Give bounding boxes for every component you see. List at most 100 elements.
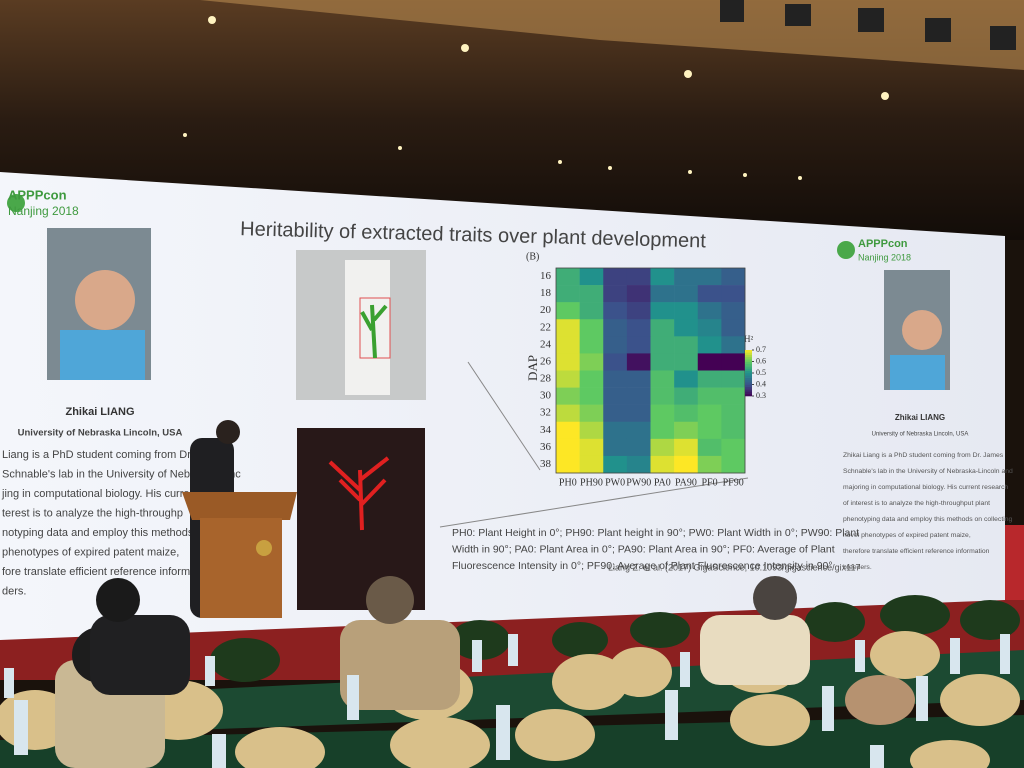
colorbar-segment — [745, 368, 752, 371]
heatmap-cell — [579, 353, 604, 371]
heatmap-cell — [721, 353, 746, 371]
heatmap-cell — [556, 319, 580, 337]
heatmap-cell — [697, 438, 722, 457]
plant-photo-chamber — [345, 260, 390, 395]
heatmap-cell — [556, 455, 580, 474]
colorbar-segment — [745, 352, 752, 355]
column-label: PF90 — [723, 477, 744, 488]
heatmap-cell — [556, 285, 580, 303]
heatmap-cell — [603, 438, 628, 457]
panel-label: (B) — [526, 251, 539, 262]
heatmap-cell — [674, 404, 699, 423]
column-label: PW0 — [605, 477, 625, 488]
column-label: PH0 — [559, 477, 577, 488]
speaker-affiliation: University of Nebraska Lincoln, USA — [18, 428, 183, 439]
heatmap-cell — [626, 302, 651, 320]
heatmap-cell — [674, 336, 699, 354]
heatmap-cell — [579, 268, 604, 286]
heatmap-cell — [603, 421, 628, 440]
bio-line: breeders. — [843, 564, 872, 571]
colorbar-segment — [745, 379, 752, 383]
heatmap-cell — [650, 319, 675, 337]
logo-place: Nanjing 2018 — [8, 204, 79, 218]
bio-line: novel phenotypes of expired patent maize… — [843, 532, 971, 539]
podium-emblem — [256, 540, 272, 556]
colorbar-segment — [745, 391, 752, 394]
speaker-name: Zhikai LIANG — [895, 413, 945, 422]
colorbar-tick-label: 0.3 — [756, 391, 766, 400]
colorbar-segment — [745, 377, 752, 381]
heatmap-cell — [674, 268, 699, 286]
logo-name: APPPcon — [858, 238, 908, 250]
heatmap-cell — [579, 302, 604, 320]
portrait-shirt — [890, 355, 945, 390]
portrait-shirt — [60, 330, 145, 380]
row-label: 26 — [540, 355, 552, 367]
heatmap-cell — [626, 421, 651, 440]
row-label: 24 — [540, 338, 552, 350]
heatmap-cell — [697, 455, 722, 474]
stage-spotlights — [720, 0, 1016, 50]
heatmap-cell — [674, 319, 699, 337]
row-label: 38 — [540, 458, 552, 470]
heatmap-cell — [603, 404, 628, 423]
heatmap-cell — [603, 370, 628, 388]
heatmap-cell — [697, 421, 722, 440]
heatmap-cell — [674, 438, 699, 457]
heatmap-cell — [579, 404, 604, 423]
heatmap-cell — [674, 370, 699, 388]
column-label: PH90 — [580, 477, 603, 488]
heatmap-cell — [650, 353, 675, 371]
heatmap-cell — [697, 319, 722, 337]
plant — [360, 304, 388, 359]
portrait-face — [75, 270, 135, 330]
bio-line: Liang is a PhD student coming from Dr. J… — [2, 449, 209, 461]
heatmap-cell — [721, 319, 746, 337]
heatmap-cell — [556, 438, 580, 457]
bio-line: phenotypes of expired patent maize, — [2, 546, 179, 558]
bio-line: of interest is to analyze the high-throu… — [843, 500, 990, 507]
heatmap-cell — [626, 353, 651, 371]
heatmap-cell — [697, 370, 722, 388]
heatmap-cell — [579, 387, 604, 405]
water-bottles — [4, 634, 1010, 768]
caption-line: PH0: Plant Height in 0°; PH90: Plant hei… — [452, 527, 859, 539]
caption-line: Fluorescence Intensity in 0°; PF90: Aver… — [452, 560, 833, 572]
podium-top — [182, 492, 297, 520]
bio-line: phenotyping data and employ this methods… — [843, 516, 1012, 523]
heatmap-cell — [674, 302, 699, 320]
colorbar-segment — [745, 373, 752, 376]
colorbar-segment — [745, 356, 752, 360]
column-label: PA90 — [675, 477, 697, 488]
heatmap-cell — [697, 353, 722, 371]
row-label: 18 — [540, 287, 552, 299]
colorbar-segment — [745, 393, 752, 397]
heatmap-cell — [721, 285, 746, 303]
row-label: 28 — [540, 373, 552, 385]
fluorescence-plant — [328, 456, 390, 531]
heatmap-cell — [556, 421, 580, 440]
heatmap-cell — [556, 268, 580, 286]
ceiling-panel — [200, 0, 1024, 70]
bio-line: Schnable's lab in the University of Nebr… — [843, 468, 1013, 475]
heatmap-cell — [626, 404, 651, 423]
heatmap-cell — [626, 336, 651, 354]
bio-line: terest is to analyze the high-throughp — [2, 507, 183, 519]
heatmap-cell — [721, 438, 746, 457]
heatmap-cell — [697, 387, 722, 405]
heatmap-cell — [556, 370, 580, 388]
logo-name: APPPcon — [8, 187, 67, 202]
heatmap-cell — [626, 268, 651, 286]
heatmap-cell — [721, 404, 746, 423]
colorbar-tick-label: 0.5 — [756, 368, 766, 377]
bio-line: notyping data and employ this methods on… — [2, 527, 223, 539]
heatmap-cell — [697, 404, 722, 423]
heatmap-cell — [579, 336, 604, 354]
heatmap-cell — [674, 353, 699, 371]
heatmap-cell — [650, 268, 675, 286]
row-label: 20 — [540, 304, 552, 316]
heatmap-cell — [556, 302, 580, 320]
heatmap-cell — [603, 455, 628, 474]
